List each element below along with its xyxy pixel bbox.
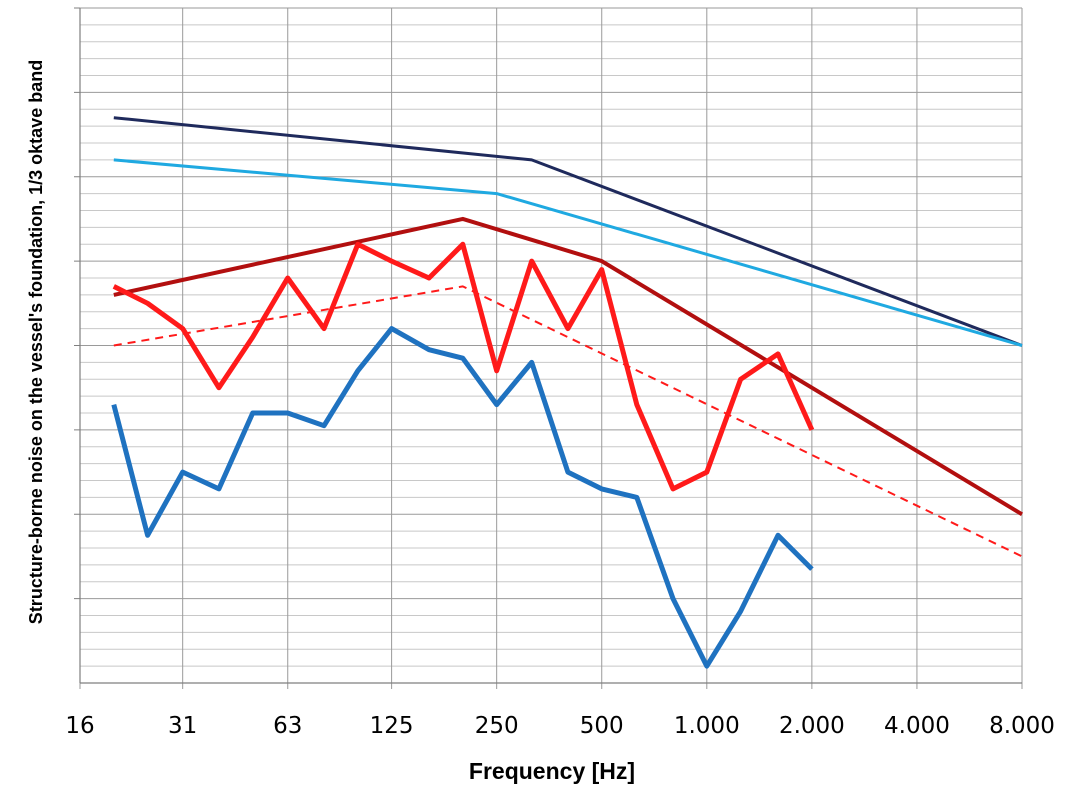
x-tick-label: 250 (475, 713, 519, 739)
x-tick-label: 16 (65, 713, 94, 739)
x-tick-label: 500 (580, 713, 624, 739)
series-line-2 (113, 158, 1023, 347)
x-tick-label: 125 (370, 713, 414, 739)
x-axis-title: Frequency [Hz] (469, 758, 635, 784)
series-group (111, 116, 1024, 669)
grid (79, 7, 1023, 689)
x-tick-label: 4.000 (884, 713, 950, 739)
series-line-1 (113, 116, 1023, 347)
series-line-5 (112, 241, 815, 492)
x-tick-label: 31 (168, 713, 197, 739)
y-axis-title: Structure-borne noise on the vessel's fo… (26, 60, 46, 624)
series-line-3 (113, 216, 1024, 517)
tick-labels: 16 31 63 125 250 500 1.000 2.000 4.000 8.000 (65, 713, 1055, 739)
x-tick-label: 1.000 (674, 713, 740, 739)
x-tick-label: 63 (273, 713, 302, 739)
axes (74, 7, 1022, 684)
x-tick-label: 8.000 (989, 713, 1055, 739)
series-line-6 (111, 326, 814, 669)
x-tick-label: 2.000 (779, 713, 845, 739)
series-line-4 (113, 285, 1023, 558)
